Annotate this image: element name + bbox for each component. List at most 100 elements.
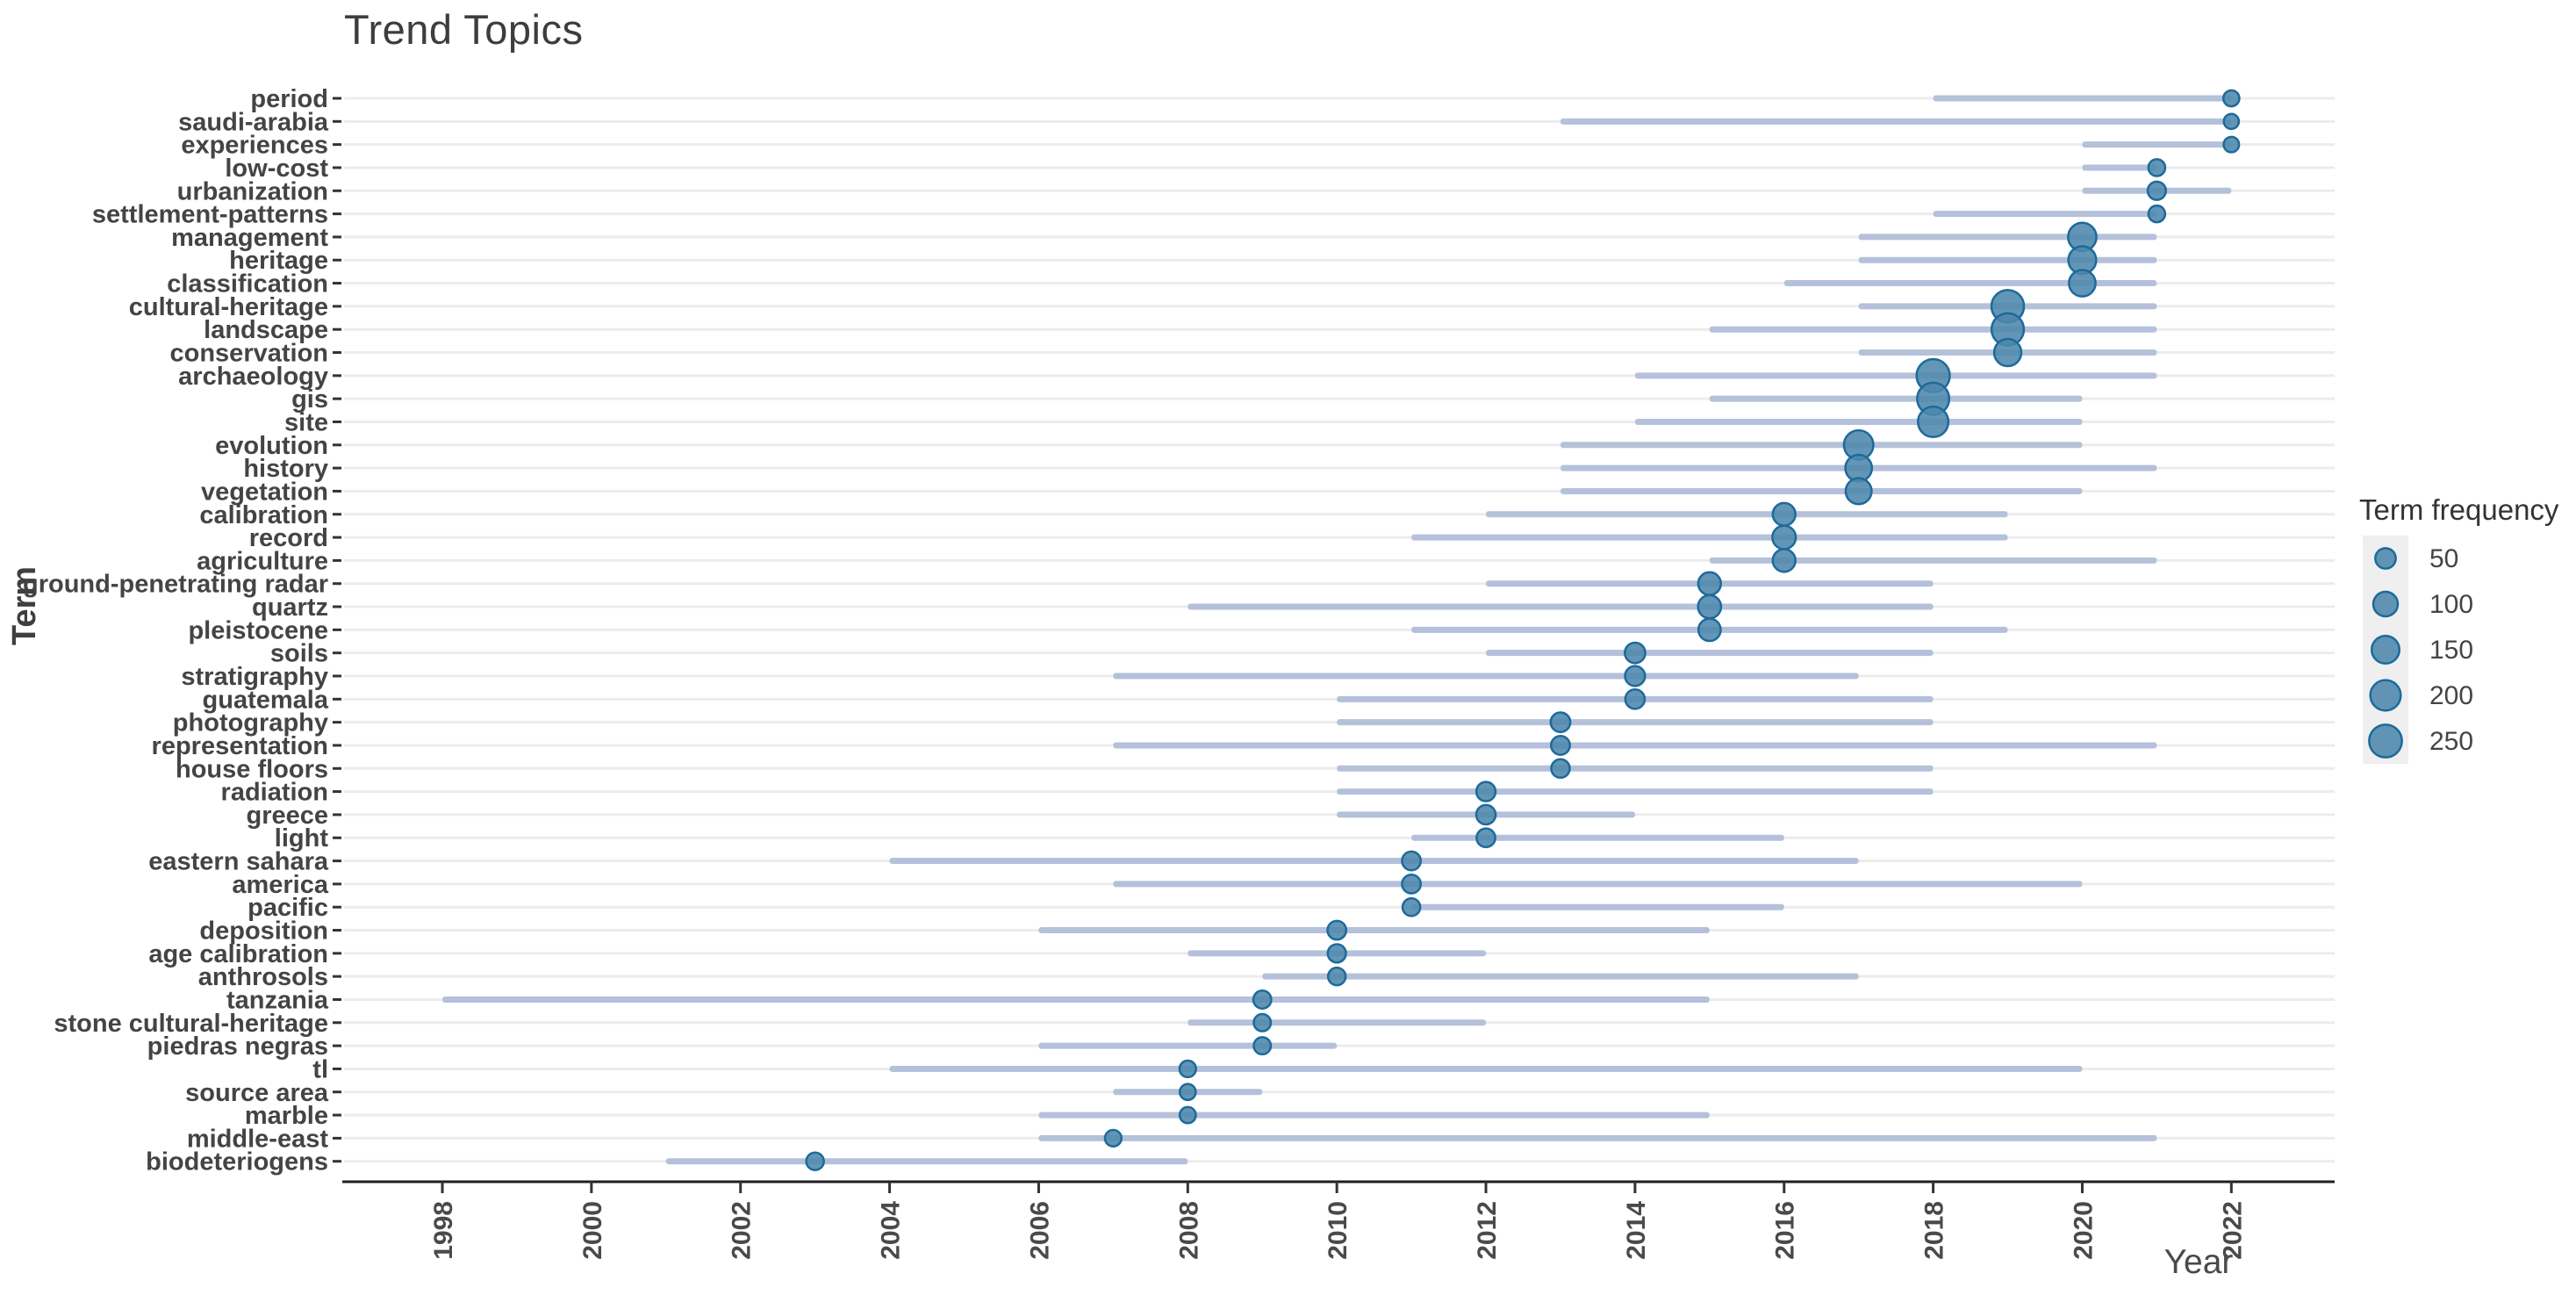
term-label: soils: [270, 640, 328, 668]
x-tick-label: 2000: [578, 1201, 607, 1260]
term-label: classification: [167, 270, 328, 299]
term-range-line: [665, 1158, 1188, 1165]
term-row: [889, 850, 1859, 872]
term-range-line: [1709, 557, 2157, 564]
term-label: representation: [152, 732, 328, 760]
term-row: [1858, 245, 2157, 276]
term-range-line: [889, 1065, 2083, 1072]
term-range-line: [1337, 719, 1934, 726]
term-label: archaeology: [178, 363, 328, 391]
term-label: piedras negras: [147, 1032, 328, 1061]
term-range-line: [1188, 1019, 1487, 1026]
x-tick-label: 2022: [2218, 1201, 2247, 1260]
term-label: stratigraphy: [181, 663, 328, 691]
term-label: guatemala: [203, 686, 329, 714]
x-tick-label: 2014: [1622, 1201, 1651, 1260]
term-range-line: [1858, 234, 2157, 241]
term-label: landscape: [204, 316, 328, 344]
term-row: [1337, 711, 1934, 734]
term-frequency-dot: [1475, 803, 1497, 826]
term-row: [1188, 594, 1934, 620]
term-frequency-dot: [1475, 827, 1496, 849]
term-range-line: [1411, 834, 1784, 841]
term-frequency-dot: [2146, 180, 2168, 201]
x-tick-label: 2002: [728, 1201, 757, 1260]
term-row: [2082, 158, 2167, 177]
term-label: saudi-arabia: [178, 108, 329, 136]
term-label: tl: [312, 1055, 328, 1083]
term-range-line: [1038, 1042, 1338, 1049]
term-range-line: [2082, 164, 2157, 171]
term-label: settlement-patterns: [92, 201, 328, 229]
term-label: urbanization: [177, 177, 328, 205]
term-row: [1337, 781, 1934, 802]
term-label: agriculture: [197, 547, 328, 575]
term-row: [1634, 357, 2157, 393]
term-range-line: [1858, 256, 2157, 263]
term-label: history: [243, 455, 328, 483]
term-label: quartz: [252, 594, 328, 622]
term-row: [1933, 89, 2241, 108]
term-frequency-dot: [1771, 524, 1797, 550]
term-row: [665, 1151, 1188, 1171]
legend-value-label: 150: [2429, 636, 2473, 665]
term-frequency-dot: [1326, 943, 1347, 964]
term-range-line: [1038, 927, 1710, 934]
term-row: [1038, 1128, 2157, 1148]
term-frequency-dot: [1917, 405, 1950, 439]
term-frequency-dot: [1697, 617, 1722, 643]
y-axis-title: Term: [6, 566, 43, 645]
term-range-line: [1188, 603, 1934, 610]
term-frequency-dot: [1178, 1105, 1197, 1125]
term-row: [1337, 803, 1635, 826]
term-label: gis: [291, 385, 328, 414]
term-label: radiation: [221, 779, 328, 807]
legend-title: Term frequency: [2359, 493, 2559, 526]
term-row: [1411, 617, 2008, 643]
term-row: [1411, 524, 2008, 550]
term-row: [1337, 688, 1934, 710]
term-range-line: [1337, 765, 1934, 772]
x-tick-label: 2010: [1324, 1201, 1353, 1260]
term-frequency-dot: [1401, 873, 1423, 895]
term-frequency-dot: [1475, 781, 1497, 802]
term-frequency-dot: [1103, 1128, 1123, 1148]
term-label: house floors: [176, 755, 328, 783]
term-row: [1486, 501, 2008, 527]
term-row: [1783, 269, 2157, 298]
legend-value-label: 200: [2429, 681, 2473, 710]
term-label: anthrosols: [198, 963, 328, 991]
term-label: source area: [185, 1079, 329, 1107]
term-label: pacific: [248, 894, 328, 922]
term-row: [2082, 135, 2241, 154]
x-tick-label: 2018: [1920, 1201, 1949, 1260]
legend-value-label: 250: [2429, 727, 2473, 756]
term-row: [442, 989, 1710, 1010]
term-row: [1634, 405, 2083, 439]
term-row: [1560, 112, 2241, 131]
term-label: vegetation: [201, 478, 328, 506]
term-row: [889, 1059, 2083, 1079]
term-frequency-dot: [1992, 337, 2023, 368]
term-range-line: [1486, 650, 1934, 657]
term-frequency-dot: [1178, 1059, 1197, 1079]
term-row: [1709, 381, 2083, 416]
term-range-line: [1113, 742, 2157, 749]
term-frequency-dot: [1252, 1012, 1273, 1032]
page-title: Trend Topics: [344, 6, 584, 53]
term-range-line: [1262, 973, 1859, 980]
x-tick-label: 2016: [1771, 1201, 1800, 1260]
x-tick-label: 2004: [877, 1201, 906, 1260]
term-label: america: [232, 871, 329, 899]
term-range-line: [1486, 511, 2008, 518]
term-frequency-dot: [1326, 919, 1348, 941]
term-range-line: [1113, 673, 1859, 680]
term-frequency-dot: [1624, 688, 1647, 710]
term-range-line: [1933, 211, 2157, 218]
term-frequency-dot: [1549, 711, 1572, 734]
term-row: [1858, 221, 2157, 253]
term-row: [1486, 571, 1934, 596]
legend-value-label: 100: [2429, 590, 2473, 619]
term-range-line: [1038, 1112, 1710, 1119]
term-frequency-dot: [1252, 989, 1273, 1010]
